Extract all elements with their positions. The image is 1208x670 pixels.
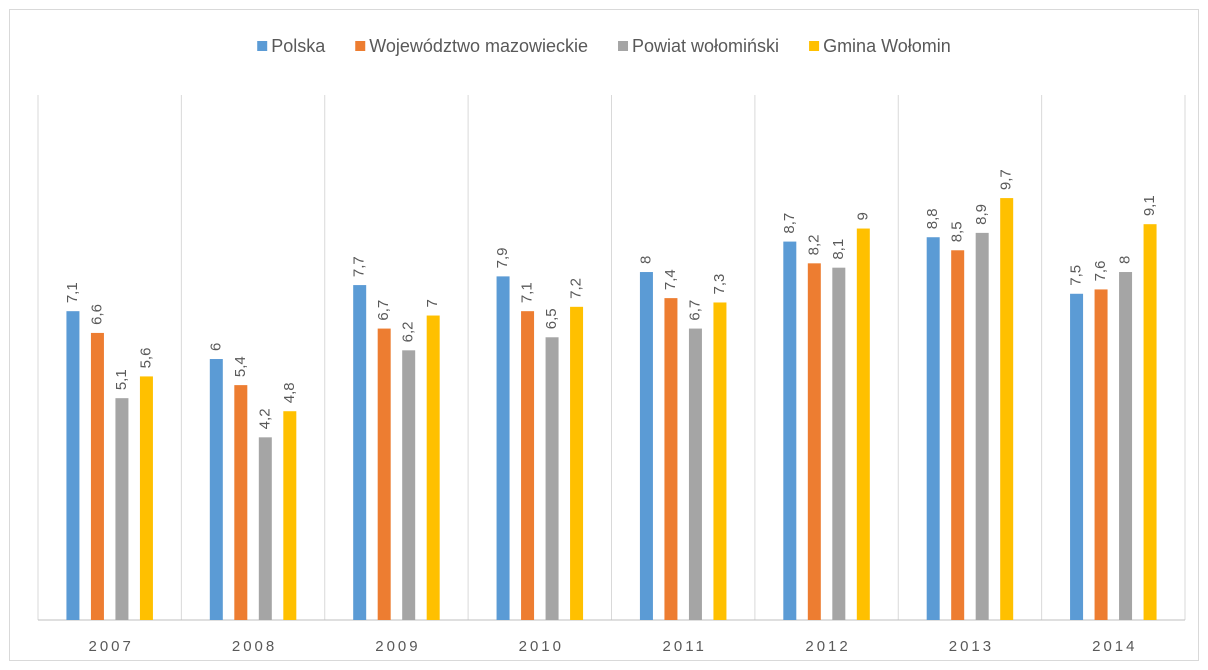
data-label: 9,7 bbox=[998, 169, 1015, 190]
bar bbox=[496, 276, 510, 620]
bar bbox=[713, 302, 727, 620]
x-tick-label: 2010 bbox=[519, 638, 564, 655]
x-tick-label: 2009 bbox=[375, 638, 420, 655]
bar bbox=[639, 272, 653, 620]
data-label: 7,1 bbox=[519, 282, 536, 303]
bar bbox=[951, 250, 965, 621]
data-label: 5,4 bbox=[232, 356, 249, 377]
bar bbox=[115, 398, 129, 620]
data-label: 6,2 bbox=[400, 321, 417, 342]
data-label: 9,1 bbox=[1141, 195, 1158, 216]
bar bbox=[783, 241, 797, 620]
bar bbox=[1094, 289, 1108, 620]
bar bbox=[1000, 198, 1014, 620]
data-label: 7,4 bbox=[662, 269, 679, 290]
legend-swatch bbox=[355, 41, 366, 51]
bar bbox=[1119, 272, 1133, 620]
bar bbox=[283, 411, 297, 620]
data-label: 6,5 bbox=[543, 308, 560, 329]
legend-label: Gmina Wołomin bbox=[823, 36, 951, 56]
bar bbox=[688, 328, 702, 620]
x-tick-label: 2008 bbox=[232, 638, 277, 655]
bar bbox=[1143, 224, 1157, 620]
x-tick-label: 2007 bbox=[89, 638, 134, 655]
data-label: 6,7 bbox=[686, 300, 703, 321]
bar bbox=[926, 237, 940, 621]
data-label: 8 bbox=[1117, 256, 1134, 264]
data-label: 5,1 bbox=[113, 369, 130, 390]
x-tick-label: 2011 bbox=[663, 638, 707, 655]
data-label: 8,5 bbox=[949, 221, 966, 242]
bar bbox=[66, 311, 80, 620]
data-label: 8,2 bbox=[805, 234, 822, 255]
chart-frame bbox=[9, 9, 1199, 661]
data-label: 7,2 bbox=[568, 278, 585, 299]
bar bbox=[258, 437, 272, 620]
legend-label: Polska bbox=[271, 36, 326, 56]
data-label: 7,9 bbox=[494, 248, 511, 269]
bar bbox=[856, 228, 870, 620]
bar bbox=[139, 376, 153, 620]
bar bbox=[402, 350, 416, 620]
legend-swatch bbox=[618, 41, 629, 51]
data-label: 8,7 bbox=[781, 213, 798, 234]
bar bbox=[234, 385, 248, 620]
bar bbox=[832, 267, 846, 620]
legend-label: Powiat wołomiński bbox=[632, 36, 779, 56]
legend-swatch bbox=[809, 41, 820, 51]
bar bbox=[1070, 293, 1084, 620]
x-tick-label: 2013 bbox=[949, 638, 994, 655]
bar bbox=[570, 306, 584, 620]
data-label: 8,8 bbox=[924, 208, 941, 229]
data-label: 8 bbox=[637, 256, 654, 264]
bar bbox=[426, 315, 440, 620]
data-label: 6 bbox=[207, 343, 224, 351]
legend-label: Województwo mazowieckie bbox=[369, 36, 588, 56]
bar bbox=[353, 285, 367, 620]
data-label: 7,5 bbox=[1068, 265, 1085, 286]
x-tick-label: 2012 bbox=[805, 638, 850, 655]
data-label: 8,9 bbox=[973, 204, 990, 225]
x-tick-label: 2014 bbox=[1092, 638, 1137, 655]
bar bbox=[545, 337, 559, 620]
data-label: 4,8 bbox=[281, 382, 298, 403]
data-label: 7 bbox=[424, 299, 441, 307]
data-label: 7,6 bbox=[1092, 261, 1109, 282]
bar bbox=[664, 298, 678, 620]
data-label: 8,1 bbox=[830, 239, 847, 260]
data-label: 5,6 bbox=[137, 348, 154, 369]
bar bbox=[807, 263, 821, 620]
data-label: 9 bbox=[854, 212, 871, 220]
data-label: 7,1 bbox=[64, 282, 81, 303]
bar bbox=[209, 359, 223, 620]
data-label: 7,7 bbox=[351, 256, 368, 277]
bar bbox=[377, 328, 391, 620]
data-label: 6,7 bbox=[375, 300, 392, 321]
bar bbox=[975, 232, 989, 620]
bar bbox=[521, 311, 535, 620]
legend-swatch bbox=[257, 41, 268, 51]
data-label: 4,2 bbox=[256, 408, 273, 429]
data-label: 6,6 bbox=[88, 304, 105, 325]
bar bbox=[90, 332, 104, 620]
data-label: 7,3 bbox=[711, 274, 728, 295]
